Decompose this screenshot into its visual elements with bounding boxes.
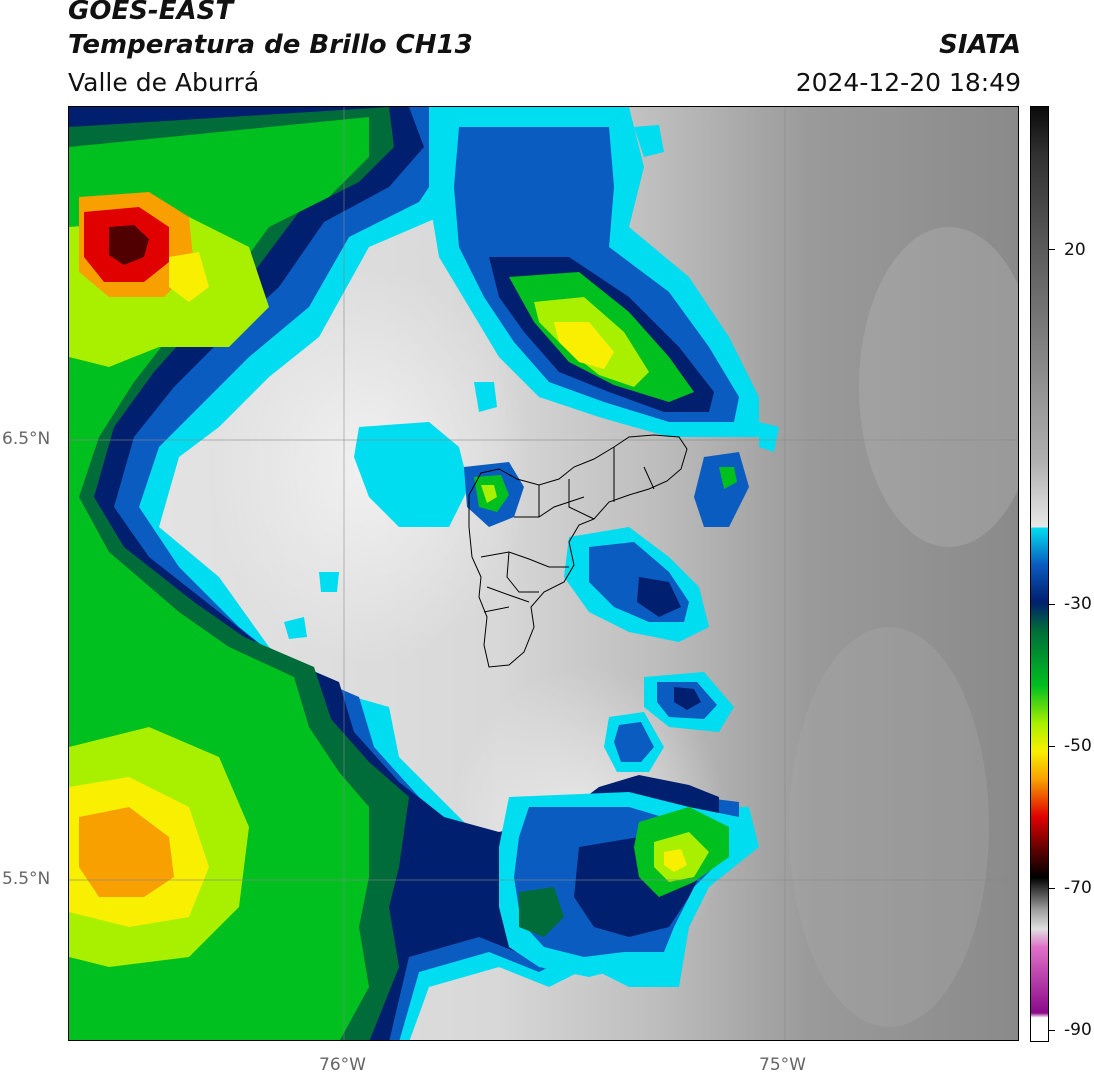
boundary-municipio: [480, 551, 569, 593]
boundary-outer: [468, 434, 688, 668]
lat-label-6-5: 6.5°N: [2, 429, 51, 449]
boundary-municipio: [483, 586, 530, 613]
lon-label-75: 75°W: [759, 1055, 806, 1075]
boundary-municipio: [613, 447, 655, 502]
lon-label-76: 76°W: [319, 1055, 366, 1075]
cloud-cell-valley-east: [564, 452, 749, 642]
colorbar-tick: [1049, 888, 1055, 889]
colorbar-tick: [1049, 1030, 1055, 1031]
colorbar-gradient: [1031, 107, 1048, 1041]
chart-title-satellite: GOES-EAST: [68, 0, 234, 26]
map-gridlines: [69, 107, 1018, 1040]
colorbar-label-minus90: -90: [1064, 1020, 1092, 1040]
cloud-cell-south: [499, 672, 749, 977]
brightness-temperature-field: [69, 107, 1018, 1040]
colorbar-label-minus50: -50: [1064, 736, 1092, 756]
light-patch: [789, 627, 989, 1027]
colorbar-tick: [1049, 746, 1055, 747]
colorbar-label-minus30: -30: [1064, 594, 1092, 614]
cloud-cell-northeast: [429, 107, 759, 437]
cloud-mass-west: [69, 107, 759, 1040]
timestamp-label: 2024-12-20 18:49: [795, 68, 1021, 97]
colorbar-tick: [1049, 249, 1055, 250]
lat-label-5-5: 5.5°N: [2, 869, 51, 889]
brand-label: SIATA: [939, 30, 1021, 60]
light-patch: [859, 227, 1018, 547]
cloud-cell-valley-west: [354, 422, 524, 527]
colorbar-fill: [1031, 107, 1048, 1041]
chart-title-product: Temperatura de Brillo CH13: [68, 30, 473, 60]
colorbar: [1030, 106, 1049, 1042]
colorbar-label-20: 20: [1064, 240, 1086, 260]
colorbar-label-minus70: -70: [1064, 878, 1092, 898]
cloud-speckles: [284, 125, 779, 639]
satellite-map[interactable]: [68, 106, 1019, 1041]
colorbar-tick: [1049, 604, 1055, 605]
valle-de-aburra-boundaries: [468, 434, 688, 668]
boundary-municipio: [514, 479, 595, 520]
chart-subtitle-region: Valle de Aburrá: [68, 68, 260, 97]
